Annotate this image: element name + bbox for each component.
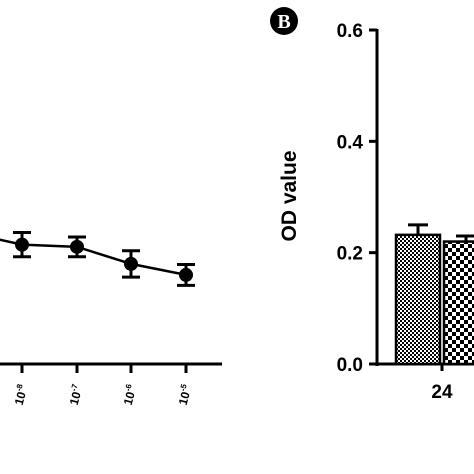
x-tick-label: 10-5: [175, 382, 195, 406]
x-tick-label: 10-6: [120, 382, 140, 406]
x-tick-base: 10: [176, 390, 193, 407]
x-tick-base: 10: [121, 390, 138, 407]
y-axis-label: OD value: [278, 150, 301, 241]
line-chart-panel: 10-810-710-610-5: [0, 231, 222, 407]
panel-label-badge: B: [270, 7, 298, 35]
data-point: [15, 237, 29, 252]
y-tick-label: 0.4: [337, 132, 364, 153]
data-point: [70, 239, 84, 254]
line-series: [0, 231, 195, 287]
y-tick-label: 0.2: [337, 244, 363, 265]
x-tick-label: 24: [431, 382, 453, 403]
x-axis-ticks: 10-810-710-610-5: [11, 364, 195, 407]
x-tick-exponent: -5: [178, 382, 189, 392]
x-tick-base: 10: [67, 390, 84, 407]
bar: [394, 233, 442, 366]
x-tick-exponent: -6: [123, 382, 134, 392]
x-tick-label: 10-7: [66, 382, 86, 406]
data-point: [124, 256, 138, 271]
series-line: [0, 238, 187, 277]
x-tick-base: 10: [12, 390, 29, 407]
bar-series: [394, 223, 474, 366]
x-tick-exponent: -8: [14, 382, 25, 392]
data-point: [179, 267, 193, 282]
y-tick-label: 0.6: [337, 21, 363, 42]
bar-chart-panel: B OD value 0.0 0.2 0.4 0.6 24: [270, 7, 474, 403]
bar: [442, 240, 474, 366]
y-axis-ticks: 0.0 0.2 0.4 0.6: [337, 21, 377, 376]
y-tick-label: 0.0: [337, 355, 363, 376]
panel-label: B: [277, 11, 290, 33]
x-tick-label: 10-8: [11, 382, 31, 406]
x-tick-exponent: -7: [69, 382, 80, 392]
